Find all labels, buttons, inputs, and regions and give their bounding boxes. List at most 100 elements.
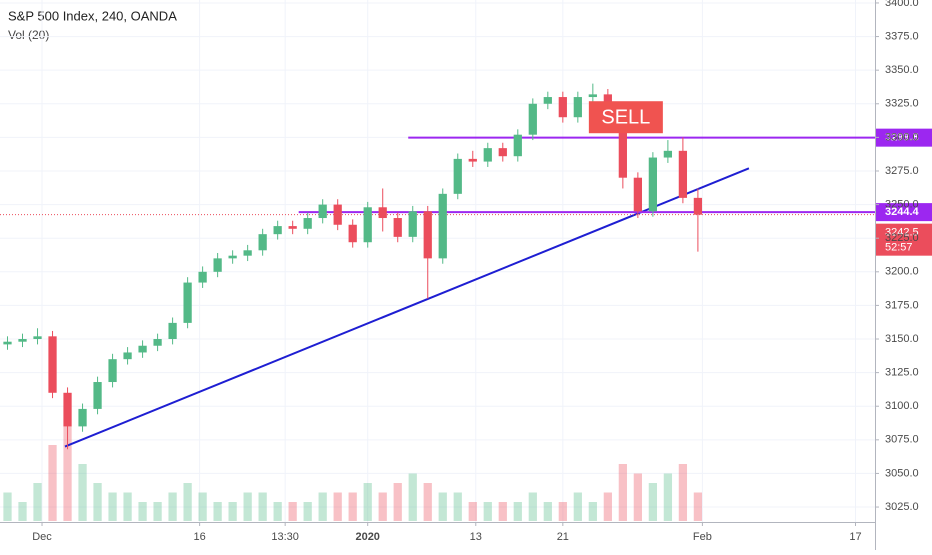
volume-bar [543, 502, 552, 521]
volume-bar [108, 492, 117, 521]
volume-bar [513, 502, 522, 521]
volume-bar [558, 502, 567, 521]
y-tick-label: 3125.0 [885, 367, 919, 379]
candle-body [558, 97, 567, 118]
volume-bar [93, 483, 102, 521]
candle-body [678, 150, 688, 198]
candle-body [468, 158, 477, 162]
candles [3, 83, 703, 450]
candle-body [363, 207, 372, 243]
volume-bar [228, 502, 237, 521]
volume-bar [423, 483, 432, 521]
volume-bar [348, 492, 357, 521]
indicator-label: Vol (20) [8, 28, 49, 42]
volume-bar [123, 492, 132, 521]
candle-body [93, 382, 102, 409]
x-tick-label: 21 [557, 531, 569, 543]
volume-bar [48, 445, 57, 521]
price-label-box [876, 128, 932, 147]
volume-bar [183, 483, 192, 521]
volume-bar [258, 492, 267, 521]
y-tick-label: 3075.0 [885, 434, 919, 446]
volume-bar [288, 502, 297, 521]
x-tick-label: Feb [693, 531, 712, 543]
y-tick-label: 3100.0 [885, 400, 919, 412]
volume-bar [153, 502, 162, 521]
volume-bar [528, 492, 537, 521]
volume-bar [408, 473, 417, 521]
y-tick-label: 3025.0 [885, 501, 919, 513]
volume-bar [213, 502, 222, 521]
annotation-box [588, 101, 663, 134]
volume-bar [693, 492, 703, 521]
y-tick-label: 3325.0 [885, 98, 919, 110]
candle-body [213, 258, 222, 272]
candle-body [153, 339, 162, 346]
volume-bar [273, 502, 282, 521]
candle-body [33, 336, 42, 340]
candle-body [303, 218, 312, 229]
candle-body [483, 148, 492, 162]
volume-bar [438, 492, 447, 521]
volume-bar [378, 492, 387, 521]
candle-body [108, 359, 117, 383]
candle-body [288, 226, 297, 229]
volume-layer [3, 426, 703, 521]
candle-body [393, 218, 402, 237]
price-label: 3244.4 [885, 206, 920, 218]
y-tick-label: 3350.0 [885, 64, 919, 76]
volume-bar [3, 492, 12, 521]
volume-bar [603, 492, 612, 521]
candle-body [438, 193, 447, 259]
volume-bar [363, 483, 372, 521]
last-price-label: 3242.5 [885, 227, 919, 239]
countdown-label: 52:57 [885, 242, 913, 254]
volume-bar [18, 502, 27, 521]
candle-body [168, 322, 177, 340]
candle-body [588, 94, 597, 98]
candle-body [318, 204, 327, 219]
candle-body [513, 134, 522, 157]
volume-bar [318, 492, 327, 521]
last-price-box [876, 223, 932, 256]
drawings [0, 136, 875, 448]
volume-bar [663, 473, 673, 521]
x-tick-label: Dec [32, 531, 52, 543]
candle-body [78, 408, 87, 427]
x-tick-label: 13 [470, 531, 482, 543]
candle-body [348, 224, 357, 243]
volume-bar [618, 464, 627, 521]
volume-bar [333, 492, 342, 521]
overlays: SELL 3299.8 3244.4 3242.5 52:57 [588, 101, 932, 256]
candle-body [48, 336, 57, 393]
volume-bar [138, 502, 147, 521]
volume-bar [78, 464, 87, 521]
candle-body [198, 271, 207, 283]
volume-bar [498, 502, 507, 521]
y-tick-label: 3200.0 [885, 266, 919, 278]
candle-body [453, 158, 462, 194]
candle-body [228, 255, 237, 259]
candle-body [693, 197, 703, 215]
volume-bar [63, 426, 72, 521]
candle-body [183, 282, 192, 323]
candle-body [498, 148, 507, 157]
x-tick-label: 13:30 [271, 531, 299, 543]
x-tick-label: 16 [193, 531, 205, 543]
trendline [64, 167, 750, 448]
volume-bar [198, 492, 207, 521]
volume-bar [588, 502, 597, 521]
candle-body [273, 226, 282, 235]
grid [0, 0, 875, 522]
volume-bar [303, 502, 312, 521]
price-label: 3299.8 [885, 132, 919, 144]
candle-body [528, 103, 537, 135]
volume-bar [573, 492, 582, 521]
volume-bar [648, 483, 658, 521]
candle-body [663, 150, 673, 158]
candle-body [648, 157, 658, 212]
candle-body [3, 341, 12, 345]
volume-bar [678, 464, 688, 521]
